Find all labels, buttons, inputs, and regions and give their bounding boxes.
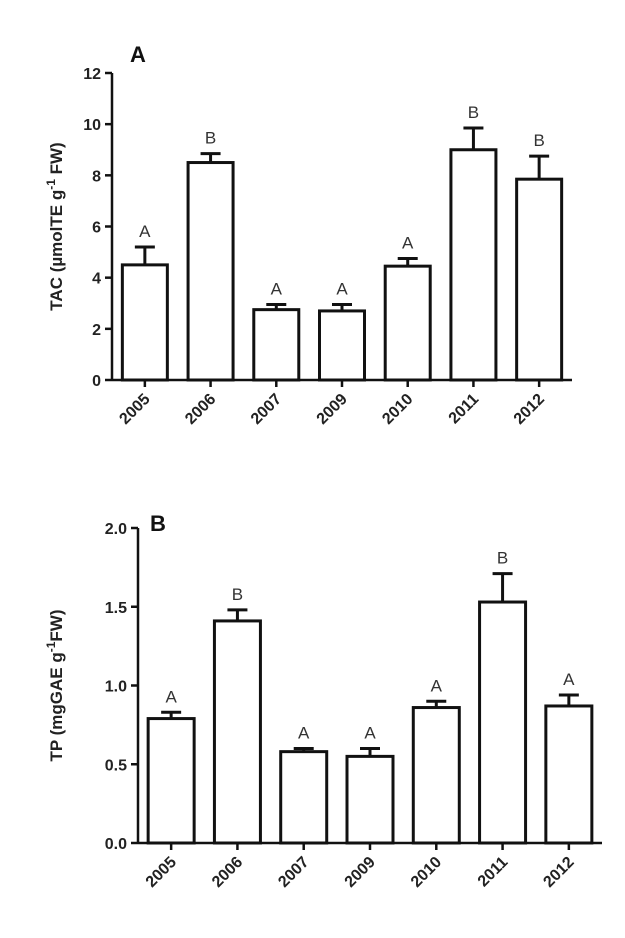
x-tick-label: 2007 — [275, 854, 312, 891]
y-tick-label: 2 — [92, 322, 101, 339]
x-tick-label: 2011 — [475, 854, 512, 891]
significance-letter: B — [533, 131, 544, 150]
significance-letter: A — [298, 724, 310, 743]
panel-letter: A — [130, 42, 146, 67]
bar-2006 — [186, 161, 235, 382]
x-tick-label: 2011 — [446, 391, 483, 428]
bar-2006 — [212, 619, 262, 845]
bar-2010 — [411, 706, 461, 845]
y-tick-label: 0.5 — [105, 757, 127, 774]
significance-letter: A — [402, 233, 414, 252]
y-tick-label: 6 — [92, 220, 101, 237]
y-tick-label: 12 — [83, 66, 101, 83]
bar-2009 — [345, 754, 395, 845]
x-tick-label: 2005 — [116, 391, 153, 428]
significance-letter: A — [364, 724, 376, 743]
x-tick-label: 2010 — [379, 391, 416, 428]
y-axis-label: TAC (µmolTE g-1 FW) — [44, 142, 66, 310]
x-tick-label: 2007 — [248, 391, 285, 428]
x-tick-label: 2005 — [143, 854, 180, 891]
x-tick-label: 2010 — [408, 854, 445, 891]
bar-2010 — [383, 264, 432, 382]
y-tick-label: 0 — [92, 373, 101, 390]
significance-letter: B — [468, 103, 479, 122]
significance-letter: A — [165, 687, 177, 706]
bar-2007 — [252, 308, 301, 382]
y-tick-label: 8 — [92, 168, 101, 185]
panel-a: A TAC (µmolTE g-1 FW) 0 2 4 6 8 10 12 A 2005 B 2006 A… — [44, 42, 572, 428]
x-tick-label: 2012 — [511, 391, 548, 428]
y-tick-label: 1.5 — [105, 600, 127, 617]
bar-2012 — [515, 177, 564, 382]
x-tick-label: 2009 — [314, 391, 351, 428]
significance-letter: A — [563, 670, 575, 689]
significance-letter: A — [431, 676, 443, 695]
bar-2009 — [318, 309, 366, 382]
x-tick-label: 2006 — [182, 391, 219, 428]
y-tick-label: 10 — [83, 117, 101, 134]
y-tick-label: 1.0 — [105, 679, 127, 696]
bar-2011 — [478, 600, 528, 845]
bar-2005 — [120, 263, 169, 382]
y-axis-label: TP (mgGAE g-1FW) — [44, 609, 66, 761]
bar-2012 — [544, 704, 594, 845]
x-tick-label: 2006 — [209, 854, 246, 891]
x-tick-label: 2009 — [342, 854, 379, 891]
bar-2011 — [449, 148, 498, 382]
significance-letter: A — [139, 222, 151, 241]
panel-letter: B — [150, 511, 166, 536]
significance-letter: B — [232, 585, 243, 604]
bar-2005 — [146, 717, 196, 845]
bar-2007 — [279, 750, 329, 845]
y-tick-label: 0.0 — [105, 836, 127, 853]
significance-letter: B — [205, 129, 216, 148]
significance-letter: A — [271, 280, 283, 299]
panel-b: B TP (mgGAE g-1FW) 0.0 0.5 1.0 1.5 2.0 A 2005 B 20… — [44, 511, 602, 891]
significance-letter: A — [336, 280, 348, 299]
significance-letter: B — [497, 549, 508, 568]
x-tick-label: 2012 — [540, 854, 577, 891]
y-tick-label: 4 — [92, 271, 101, 288]
y-tick-label: 2.0 — [105, 521, 127, 538]
